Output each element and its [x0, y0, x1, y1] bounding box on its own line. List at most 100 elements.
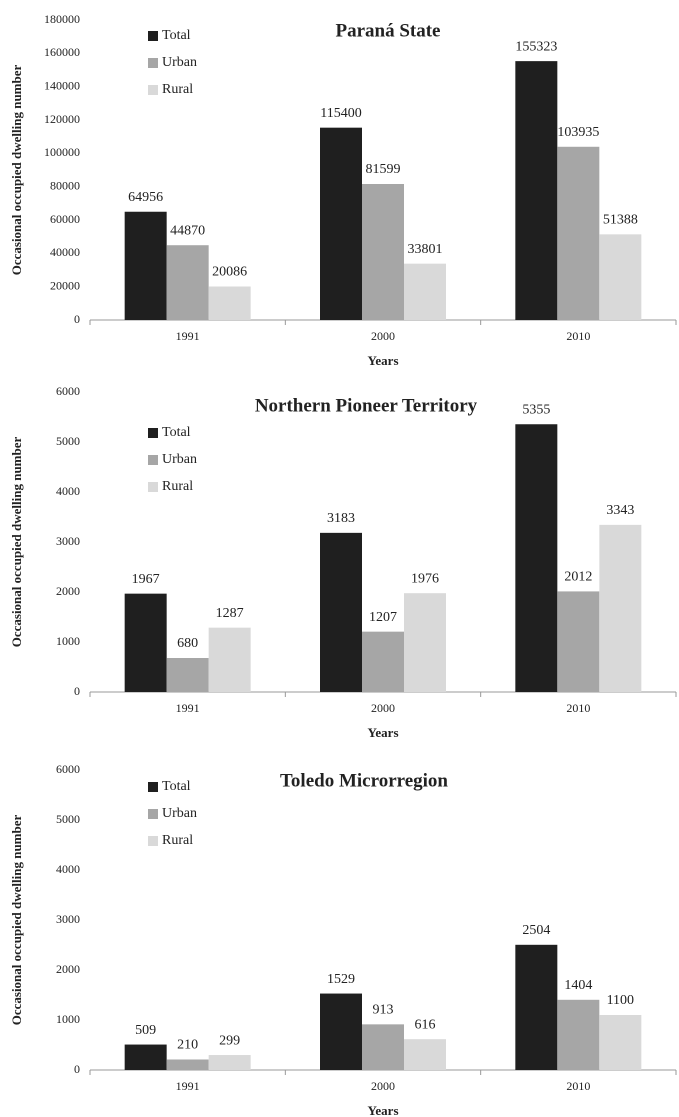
legend-swatch: [148, 782, 158, 792]
value-label: 5355: [522, 402, 550, 417]
value-label: 1404: [564, 978, 592, 993]
value-label: 64956: [128, 190, 163, 205]
value-label: 509: [135, 1023, 156, 1038]
legend-label: Urban: [162, 55, 197, 70]
y-tick-label: 1000: [56, 634, 80, 648]
y-tick-label: 140000: [44, 78, 80, 92]
value-label: 3343: [606, 503, 634, 518]
value-label: 1100: [607, 993, 634, 1008]
bar: [208, 1055, 251, 1070]
x-tick-label: 1991: [176, 329, 200, 343]
x-tick-label: 2000: [371, 701, 395, 715]
value-label: 103935: [557, 125, 599, 140]
legend-label: Rural: [162, 833, 193, 848]
x-axis-title: Years: [367, 725, 398, 740]
x-tick-label: 1991: [176, 701, 200, 715]
legend-swatch: [148, 31, 158, 41]
y-tick-label: 5000: [56, 812, 80, 826]
y-tick-label: 6000: [56, 384, 80, 398]
value-label: 115400: [320, 106, 361, 121]
value-label: 1976: [411, 571, 439, 586]
legend-label: Rural: [162, 82, 193, 97]
value-label: 1207: [369, 610, 397, 625]
bar: [362, 1024, 404, 1070]
bar: [599, 524, 642, 692]
x-axis-title: Years: [367, 1103, 398, 1117]
legend-label: Urban: [162, 452, 197, 467]
bar: [404, 263, 446, 320]
value-label: 51388: [603, 213, 638, 228]
legend-label: Urban: [162, 806, 197, 821]
y-axis-title: Occasional occupied dwelling number: [9, 815, 24, 1026]
bar: [599, 234, 642, 320]
y-tick-label: 180000: [44, 12, 80, 26]
y-tick-label: 2000: [56, 962, 80, 976]
chart-title: Northern Pioneer Territory: [255, 395, 478, 416]
value-label: 1529: [327, 972, 355, 987]
bar: [208, 286, 251, 320]
y-tick-label: 1000: [56, 1012, 80, 1026]
x-tick-label: 2010: [566, 329, 590, 343]
bar: [515, 944, 558, 1070]
value-label: 210: [177, 1038, 198, 1053]
value-label: 299: [219, 1033, 240, 1048]
bar: [166, 245, 209, 320]
y-tick-label: 0: [74, 684, 80, 698]
value-label: 680: [177, 636, 198, 651]
bar: [404, 1039, 446, 1070]
y-tick-label: 6000: [56, 762, 80, 776]
y-tick-label: 3000: [56, 912, 80, 926]
value-label: 2012: [564, 570, 592, 585]
legend-label: Total: [162, 425, 191, 440]
y-tick-label: 60000: [50, 212, 80, 226]
bar: [404, 593, 446, 692]
value-label: 44870: [170, 223, 205, 238]
bar: [124, 211, 167, 320]
x-axis-title: Years: [367, 353, 398, 368]
value-label: 3183: [327, 511, 355, 526]
y-tick-label: 0: [74, 312, 80, 326]
x-tick-label: 2000: [371, 329, 395, 343]
legend-swatch: [148, 482, 158, 492]
value-label: 33801: [408, 242, 443, 257]
bar: [362, 631, 404, 692]
legend-swatch: [148, 428, 158, 438]
y-tick-label: 80000: [50, 178, 80, 192]
x-tick-label: 2000: [371, 1079, 395, 1093]
value-label: 20086: [212, 265, 247, 280]
legend-swatch: [148, 809, 158, 819]
legend-swatch: [148, 85, 158, 95]
legend-swatch: [148, 836, 158, 846]
value-label: 81599: [366, 162, 401, 177]
y-tick-label: 5000: [56, 434, 80, 448]
bar: [557, 591, 600, 692]
x-tick-label: 2010: [566, 1079, 590, 1093]
legend-label: Rural: [162, 479, 193, 494]
y-tick-label: 120000: [44, 112, 80, 126]
bar: [515, 61, 558, 321]
y-tick-label: 160000: [44, 45, 80, 59]
legend-swatch: [148, 455, 158, 465]
value-label: 913: [373, 1003, 394, 1018]
bar: [208, 627, 251, 692]
bar: [166, 658, 209, 692]
bar: [515, 424, 558, 692]
legend-swatch: [148, 58, 158, 68]
x-tick-label: 1991: [176, 1079, 200, 1093]
bar: [599, 1015, 642, 1070]
value-label: 155323: [515, 39, 557, 54]
chart-title: Paraná State: [335, 20, 440, 41]
legend-label: Total: [162, 28, 191, 43]
x-tick-label: 2010: [566, 701, 590, 715]
y-tick-label: 4000: [56, 484, 80, 498]
bar: [124, 593, 167, 692]
value-label: 1287: [216, 606, 244, 621]
bar: [320, 532, 362, 692]
y-tick-label: 4000: [56, 862, 80, 876]
bar: [362, 184, 404, 320]
value-label: 2504: [522, 923, 550, 938]
bar: [166, 1059, 209, 1070]
y-tick-label: 0: [74, 1062, 80, 1076]
y-tick-label: 20000: [50, 278, 80, 292]
